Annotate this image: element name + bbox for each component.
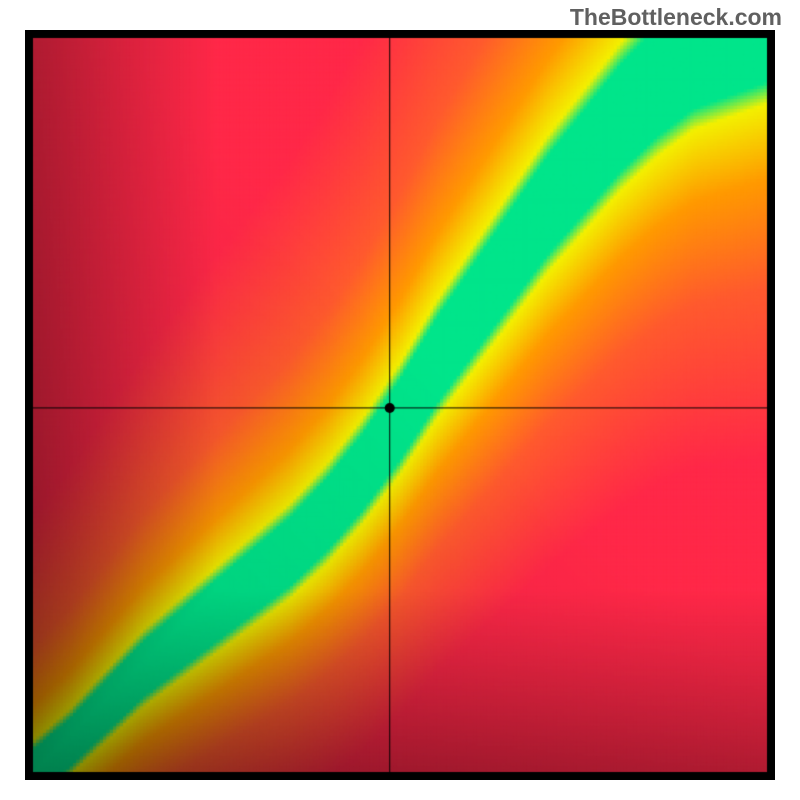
heatmap-plot: [25, 30, 775, 780]
heatmap-canvas: [25, 30, 775, 780]
chart-container: TheBottleneck.com: [0, 0, 800, 800]
watermark-text: TheBottleneck.com: [570, 4, 782, 31]
